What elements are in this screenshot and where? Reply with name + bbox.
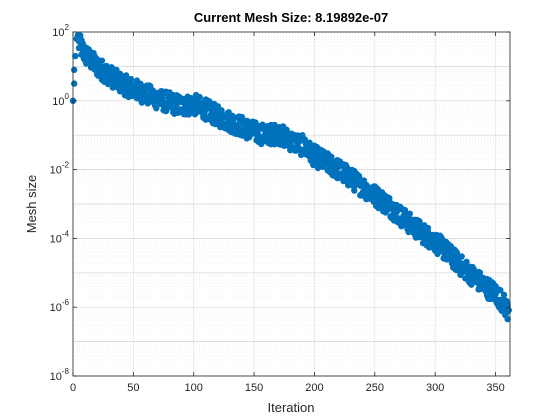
data-point [500, 291, 508, 298]
data-point [386, 194, 393, 202]
y-tick-label: 100 [52, 92, 69, 108]
y-axis-ticks: 102 100 10-2 10-4 10-6 10-8 [50, 23, 510, 383]
x-tick-label: 300 [426, 382, 444, 394]
y-tick-label: 10-4 [50, 229, 70, 245]
x-axis-ticks: 0 50 100 150 200 250 300 350 [70, 32, 505, 394]
data-point [401, 206, 409, 214]
data-point [173, 100, 181, 108]
data-point [355, 172, 363, 180]
data-point [127, 75, 135, 83]
data-point [71, 66, 78, 74]
x-tick-label: 250 [366, 382, 384, 394]
data-point [259, 121, 266, 128]
x-tick-label: 0 [70, 382, 76, 394]
data-point [238, 113, 246, 121]
data-point [72, 52, 79, 60]
data-point [301, 136, 308, 143]
data-point [453, 249, 461, 256]
data-point [98, 57, 106, 64]
y-tick-label: 10-8 [50, 367, 70, 383]
data-point [179, 97, 187, 104]
x-tick-label: 200 [305, 382, 323, 394]
data-point [424, 224, 432, 232]
x-tick-label: 100 [185, 382, 203, 394]
data-point [497, 286, 504, 294]
data-point [71, 80, 78, 87]
data-point [463, 258, 470, 266]
x-axis-label: Iteration [268, 400, 315, 415]
y-axis-label: Mesh size [24, 175, 39, 234]
y-tick-label: 10-2 [50, 161, 70, 177]
data-point [196, 93, 203, 101]
data-point [504, 315, 511, 323]
y-tick-label: 102 [52, 23, 69, 39]
data-points [69, 32, 512, 323]
data-point [458, 253, 465, 260]
data-point [505, 307, 512, 314]
data-point [351, 187, 358, 194]
data-point [406, 210, 414, 217]
y-tick-label: 10-6 [50, 298, 70, 314]
data-point [283, 126, 290, 134]
axes-box [72, 31, 511, 377]
data-point [202, 114, 209, 121]
chart-title: Current Mesh Size: 8.19892e-07 [194, 10, 388, 25]
x-tick-label: 50 [127, 382, 139, 394]
data-point [159, 94, 166, 102]
x-tick-label: 350 [486, 382, 504, 394]
x-tick-label: 150 [245, 382, 263, 394]
